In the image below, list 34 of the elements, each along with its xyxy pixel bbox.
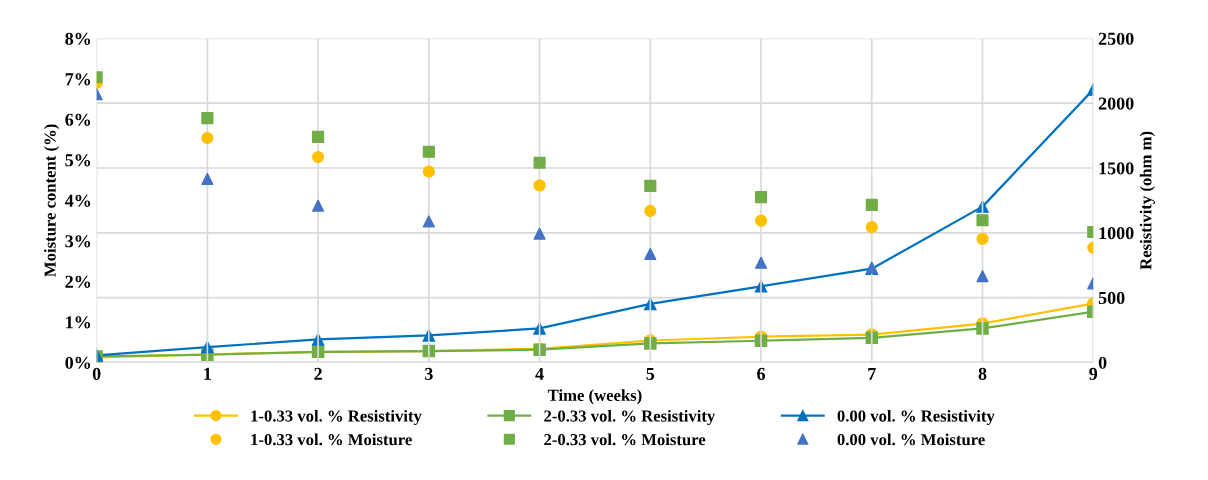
legend-label: 1-0.33 vol. % Moisture [251, 433, 412, 446]
x-tick-label: 7 [868, 367, 876, 380]
y2-axis-title: Resistivity (ohm m) [1139, 131, 1155, 270]
y-tick-label: 7% [65, 73, 91, 86]
legend-label: 0.00 vol. % Resistivity [837, 409, 995, 426]
x-axis-title: Time (weeks) [547, 389, 642, 405]
legend-label: 2-0.33 vol. % Resistivity [544, 409, 716, 426]
y2-tick-label: 1000 [1099, 227, 1134, 240]
y-tick-label: 1% [66, 316, 91, 329]
x-tick-label: 4 [535, 367, 544, 380]
x-tick-label: 1 [204, 367, 211, 380]
legend-label: 1-0.33 vol. % Resistivity [251, 409, 422, 426]
x-tick-label: 6 [757, 367, 766, 380]
y-tick-label: 5% [65, 154, 91, 167]
x-tick-label: 3 [425, 367, 433, 380]
y2-tick-label: 2500 [1098, 32, 1134, 45]
y-tick-label: 2% [65, 275, 91, 288]
x-tick-label: 2 [314, 367, 322, 380]
y-axis-title: Moisture content (%) [44, 124, 60, 277]
y2-tick-label: 2000 [1098, 97, 1134, 110]
y-tick-label: 4% [64, 194, 91, 207]
y2-tick-label: 500 [1098, 291, 1125, 305]
x-tick-label: 5 [646, 367, 655, 380]
legend-label: 0.00 vol. % Moisture [837, 433, 985, 446]
x-tick-label: 8 [978, 367, 987, 380]
y2-tick-label: 0 [1098, 356, 1107, 369]
x-tick-label: 9 [1089, 367, 1098, 380]
legend-label: 2-0.33 vol. % Moisture [544, 433, 706, 446]
x-tick-label: 0 [92, 367, 101, 380]
y-tick-label: 8% [65, 32, 91, 45]
y2-tick-label: 1500 [1099, 162, 1134, 175]
y-tick-label: 6% [65, 113, 91, 126]
y-tick-label: 0% [65, 356, 91, 369]
y-tick-label: 3% [65, 235, 91, 248]
